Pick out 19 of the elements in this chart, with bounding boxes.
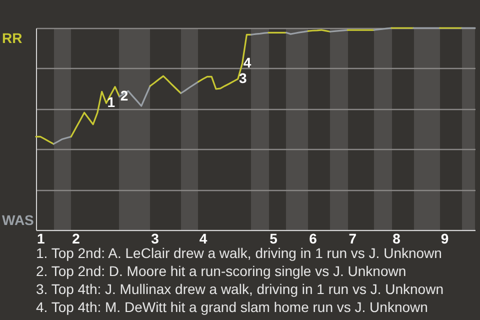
text: 2. Top 2nd: D. Moore hit a run-scoring single vs J. Unknown [36, 262, 408, 280]
text: WAS [2, 212, 34, 228]
x-tick-label: 5 [270, 230, 278, 246]
x-tick-label: 3 [151, 230, 160, 246]
x-tick-label: 4 [199, 230, 208, 246]
x-tick-label: 8 [392, 230, 401, 246]
annotation: 1 [107, 94, 116, 110]
annotation: 4 [243, 54, 252, 70]
text: 4. Top 4th: M. DeWitt hit a grand slam home run vs J. Unknown [36, 298, 429, 316]
annotation: 2 [120, 88, 128, 104]
x-tick-label: 6 [309, 230, 318, 246]
x-tick-label: 2 [72, 230, 80, 246]
x-tick-label: 1 [36, 230, 45, 246]
text: 3. Top 4th: J. Mullinax drew a walk, driving in 1 run vs J. Unknown [36, 280, 444, 298]
text: RR [2, 30, 22, 46]
x-tick-label: 7 [348, 230, 357, 246]
annotation: 3 [238, 70, 247, 86]
x-tick-label: 9 [440, 230, 449, 246]
text: 1. Top 2nd: A. LeClair drew a walk, driving in 1 run vs J. Unknown [36, 244, 443, 262]
